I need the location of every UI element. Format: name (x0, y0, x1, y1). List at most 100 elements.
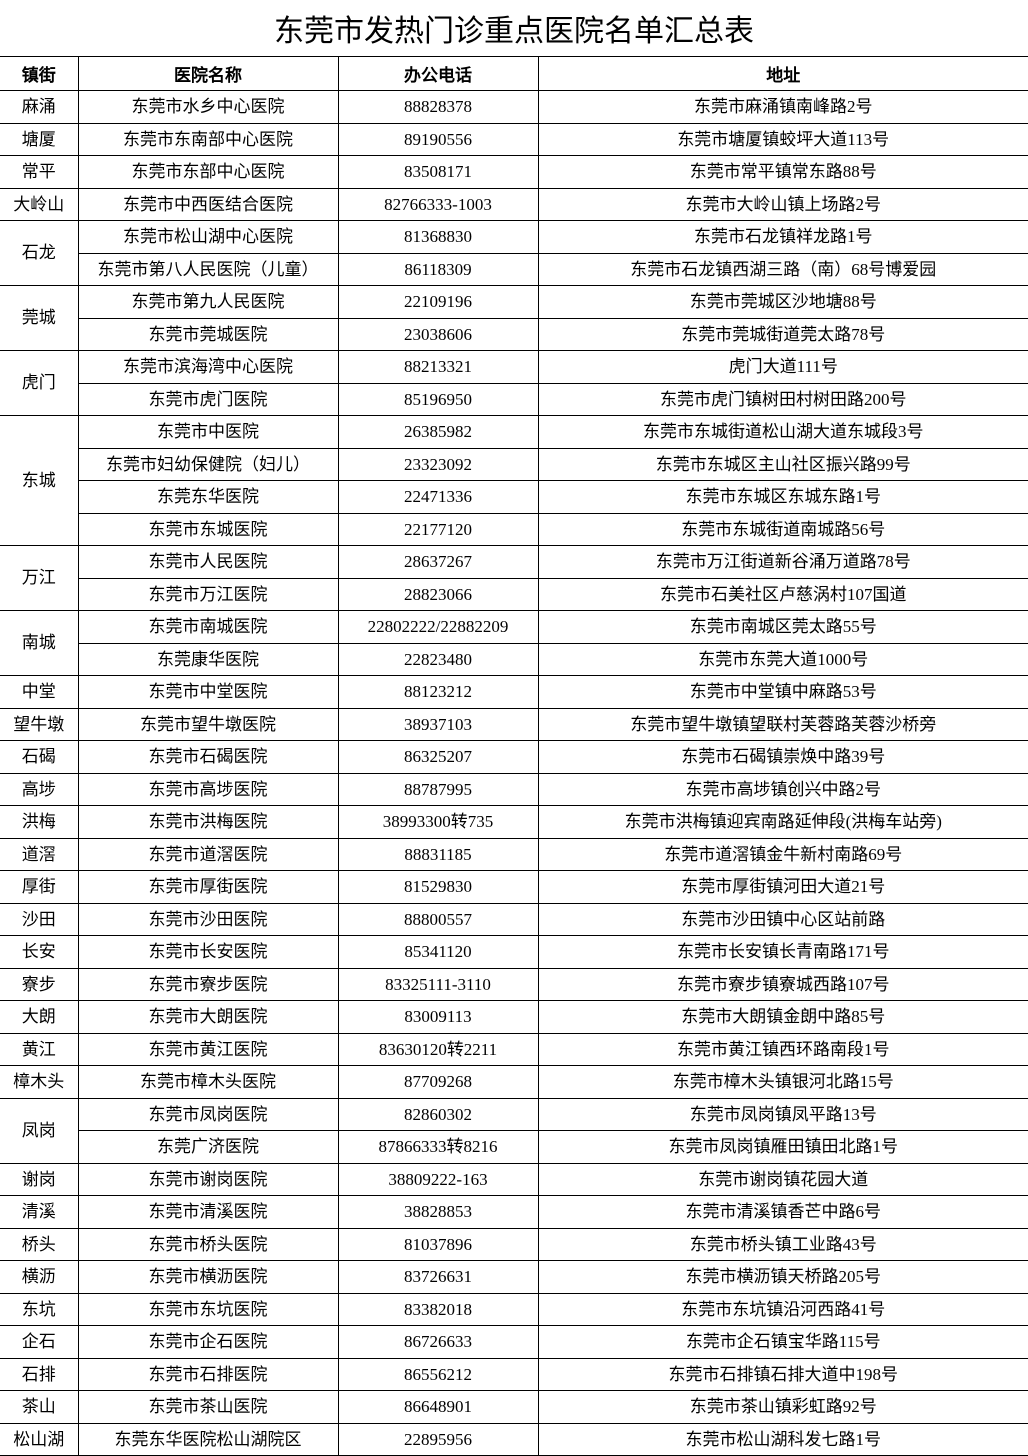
col-header-town: 镇街 (0, 57, 78, 91)
cell-address: 东莞市东城区东城东路1号 (538, 481, 1028, 514)
cell-hospital: 东莞市道滘医院 (78, 838, 338, 871)
table-row: 东莞市虎门医院85196950东莞市虎门镇树田村树田路200号 (0, 383, 1028, 416)
cell-address: 东莞市厚街镇河田大道21号 (538, 871, 1028, 904)
cell-address: 东莞市石排镇石排大道中198号 (538, 1358, 1028, 1391)
cell-phone: 83630120转2211 (338, 1033, 538, 1066)
cell-address: 东莞市万江街道新谷涌万道路78号 (538, 546, 1028, 579)
table-row: 东莞东华医院22471336东莞市东城区东城东路1号 (0, 481, 1028, 514)
cell-phone: 83726631 (338, 1261, 538, 1294)
table-row: 石碣东莞市石碣医院86325207东莞市石碣镇崇焕中路39号 (0, 741, 1028, 774)
cell-phone: 22823480 (338, 643, 538, 676)
cell-phone: 83382018 (338, 1293, 538, 1326)
cell-hospital: 东莞市企石医院 (78, 1326, 338, 1359)
cell-phone: 28823066 (338, 578, 538, 611)
table-row: 厚街东莞市厚街医院81529830东莞市厚街镇河田大道21号 (0, 871, 1028, 904)
cell-address: 东莞市石龙镇祥龙路1号 (538, 221, 1028, 254)
cell-hospital: 东莞市中西医结合医院 (78, 188, 338, 221)
table-row: 企石东莞市企石医院86726633东莞市企石镇宝华路115号 (0, 1326, 1028, 1359)
cell-phone: 22895956 (338, 1423, 538, 1456)
cell-town: 沙田 (0, 903, 78, 936)
table-row: 万江东莞市人民医院28637267东莞市万江街道新谷涌万道路78号 (0, 546, 1028, 579)
cell-town: 桥头 (0, 1228, 78, 1261)
cell-address: 虎门大道111号 (538, 351, 1028, 384)
cell-phone: 86556212 (338, 1358, 538, 1391)
table-row: 南城东莞市南城医院22802222/22882209东莞市南城区莞太路55号 (0, 611, 1028, 644)
cell-address: 东莞市黄江镇西环路南段1号 (538, 1033, 1028, 1066)
cell-town: 樟木头 (0, 1066, 78, 1099)
cell-address: 东莞市南城区莞太路55号 (538, 611, 1028, 644)
cell-hospital: 东莞市望牛墩医院 (78, 708, 338, 741)
cell-hospital: 东莞市横沥医院 (78, 1261, 338, 1294)
cell-phone: 81368830 (338, 221, 538, 254)
cell-address: 东莞市道滘镇金牛新村南路69号 (538, 838, 1028, 871)
cell-address: 东莞市塘厦镇蛟坪大道113号 (538, 123, 1028, 156)
cell-town: 南城 (0, 611, 78, 676)
table-row: 黄江东莞市黄江医院83630120转2211东莞市黄江镇西环路南段1号 (0, 1033, 1028, 1066)
cell-address: 东莞市东莞大道1000号 (538, 643, 1028, 676)
table-row: 中堂东莞市中堂医院88123212东莞市中堂镇中麻路53号 (0, 676, 1028, 709)
cell-hospital: 东莞市妇幼保健院（妇儿） (78, 448, 338, 481)
cell-address: 东莞市凤岗镇雁田镇田北路1号 (538, 1131, 1028, 1164)
cell-town: 虎门 (0, 351, 78, 416)
cell-town: 大朗 (0, 1001, 78, 1034)
cell-hospital: 东莞市洪梅医院 (78, 806, 338, 839)
cell-address: 东莞市凤岗镇凤平路13号 (538, 1098, 1028, 1131)
cell-phone: 82860302 (338, 1098, 538, 1131)
table-row: 樟木头东莞市樟木头医院87709268东莞市樟木头镇银河北路15号 (0, 1066, 1028, 1099)
cell-town: 石龙 (0, 221, 78, 286)
hospital-table: 镇街 医院名称 办公电话 地址 麻涌东莞市水乡中心医院88828378东莞市麻涌… (0, 57, 1028, 1456)
cell-address: 东莞市洪梅镇迎宾南路延伸段(洪梅车站旁) (538, 806, 1028, 839)
cell-hospital: 东莞市南城医院 (78, 611, 338, 644)
cell-address: 东莞市谢岗镇花园大道 (538, 1163, 1028, 1196)
cell-address: 东莞市高埗镇创兴中路2号 (538, 773, 1028, 806)
cell-phone: 38937103 (338, 708, 538, 741)
table-row: 洪梅东莞市洪梅医院38993300转735东莞市洪梅镇迎宾南路延伸段(洪梅车站旁… (0, 806, 1028, 839)
cell-address: 东莞市横沥镇天桥路205号 (538, 1261, 1028, 1294)
cell-phone: 28637267 (338, 546, 538, 579)
cell-town: 高埗 (0, 773, 78, 806)
cell-address: 东莞市中堂镇中麻路53号 (538, 676, 1028, 709)
table-row: 石龙东莞市松山湖中心医院81368830东莞市石龙镇祥龙路1号 (0, 221, 1028, 254)
cell-town: 寮步 (0, 968, 78, 1001)
cell-town: 洪梅 (0, 806, 78, 839)
cell-phone: 38828853 (338, 1196, 538, 1229)
cell-hospital: 东莞市樟木头医院 (78, 1066, 338, 1099)
table-row: 凤岗东莞市凤岗医院82860302东莞市凤岗镇凤平路13号 (0, 1098, 1028, 1131)
table-row: 道滘东莞市道滘医院88831185东莞市道滘镇金牛新村南路69号 (0, 838, 1028, 871)
cell-hospital: 东莞市万江医院 (78, 578, 338, 611)
cell-phone: 23323092 (338, 448, 538, 481)
cell-address: 东莞市沙田镇中心区站前路 (538, 903, 1028, 936)
cell-address: 东莞市虎门镇树田村树田路200号 (538, 383, 1028, 416)
col-header-hospital: 医院名称 (78, 57, 338, 91)
table-row: 沙田东莞市沙田医院88800557东莞市沙田镇中心区站前路 (0, 903, 1028, 936)
cell-hospital: 东莞市松山湖中心医院 (78, 221, 338, 254)
cell-address: 东莞市企石镇宝华路115号 (538, 1326, 1028, 1359)
cell-address: 东莞市莞城区沙地塘88号 (538, 286, 1028, 319)
table-row: 东莞市第八人民医院（儿童）86118309东莞市石龙镇西湖三路（南）68号博爱园 (0, 253, 1028, 286)
table-row: 常平东莞市东部中心医院83508171东莞市常平镇常东路88号 (0, 156, 1028, 189)
cell-address: 东莞市长安镇长青南路171号 (538, 936, 1028, 969)
table-row: 横沥东莞市横沥医院83726631东莞市横沥镇天桥路205号 (0, 1261, 1028, 1294)
cell-phone: 38993300转735 (338, 806, 538, 839)
cell-address: 东莞市茶山镇彩虹路92号 (538, 1391, 1028, 1424)
cell-phone: 88787995 (338, 773, 538, 806)
col-header-phone: 办公电话 (338, 57, 538, 91)
cell-address: 东莞市清溪镇香芒中路6号 (538, 1196, 1028, 1229)
col-header-address: 地址 (538, 57, 1028, 91)
cell-town: 松山湖 (0, 1423, 78, 1456)
cell-phone: 87709268 (338, 1066, 538, 1099)
table-row: 麻涌东莞市水乡中心医院88828378东莞市麻涌镇南峰路2号 (0, 91, 1028, 124)
cell-phone: 22802222/22882209 (338, 611, 538, 644)
table-row: 高埗东莞市高埗医院88787995东莞市高埗镇创兴中路2号 (0, 773, 1028, 806)
cell-phone: 86325207 (338, 741, 538, 774)
cell-hospital: 东莞东华医院松山湖院区 (78, 1423, 338, 1456)
cell-address: 东莞市石龙镇西湖三路（南）68号博爱园 (538, 253, 1028, 286)
table-row: 东莞市万江医院28823066东莞市石美社区卢慈涡村107国道 (0, 578, 1028, 611)
cell-town: 中堂 (0, 676, 78, 709)
cell-hospital: 东莞市中医院 (78, 416, 338, 449)
cell-hospital: 东莞市石碣医院 (78, 741, 338, 774)
cell-phone: 88828378 (338, 91, 538, 124)
cell-phone: 86726633 (338, 1326, 538, 1359)
cell-hospital: 东莞市凤岗医院 (78, 1098, 338, 1131)
table-header-row: 镇街 医院名称 办公电话 地址 (0, 57, 1028, 91)
